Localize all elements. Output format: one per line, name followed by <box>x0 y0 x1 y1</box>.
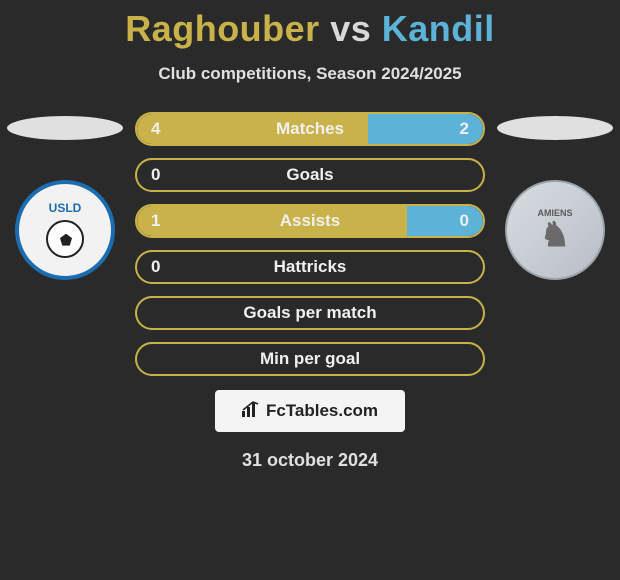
player1-avatar-placeholder <box>7 116 123 140</box>
stat-label: Matches <box>137 119 483 139</box>
stat-label: Min per goal <box>137 349 483 369</box>
player2-avatar-placeholder <box>497 116 613 140</box>
stat-row: 0Hattricks <box>135 250 485 284</box>
unicorn-icon: ♞ <box>540 218 570 252</box>
watermark-text: FcTables.com <box>266 401 378 421</box>
stat-row: Goals per match <box>135 296 485 330</box>
stat-row: 10Assists <box>135 204 485 238</box>
watermark: FcTables.com <box>215 390 405 432</box>
vs-text: vs <box>330 8 371 49</box>
soccer-ball-icon <box>46 220 84 258</box>
stat-label: Goals <box>137 165 483 185</box>
date-text: 31 october 2024 <box>242 450 378 471</box>
player1-name: Raghouber <box>125 8 320 49</box>
stat-label: Assists <box>137 211 483 231</box>
player2-club-badge: AMIENS ♞ <box>505 180 605 280</box>
stat-row: Min per goal <box>135 342 485 376</box>
stat-label: Hattricks <box>137 257 483 277</box>
player2-side: AMIENS ♞ <box>495 112 615 280</box>
stat-row: 0Goals <box>135 158 485 192</box>
stat-row: 42Matches <box>135 112 485 146</box>
comparison-title: Raghouber vs Kandil <box>125 8 495 50</box>
player1-side: USLD <box>5 112 125 280</box>
player2-name: Kandil <box>382 8 495 49</box>
player1-club-name: USLD <box>49 202 82 215</box>
chart-icon <box>242 401 260 422</box>
content-area: USLD 42Matches 0Goals 10Assists 0Hattricks G… <box>0 112 620 376</box>
stats-column: 42Matches 0Goals 10Assists 0Hattricks Goals … <box>135 112 485 376</box>
stat-label: Goals per match <box>137 303 483 323</box>
subtitle: Club competitions, Season 2024/2025 <box>158 64 461 84</box>
player1-club-badge: USLD <box>15 180 115 280</box>
